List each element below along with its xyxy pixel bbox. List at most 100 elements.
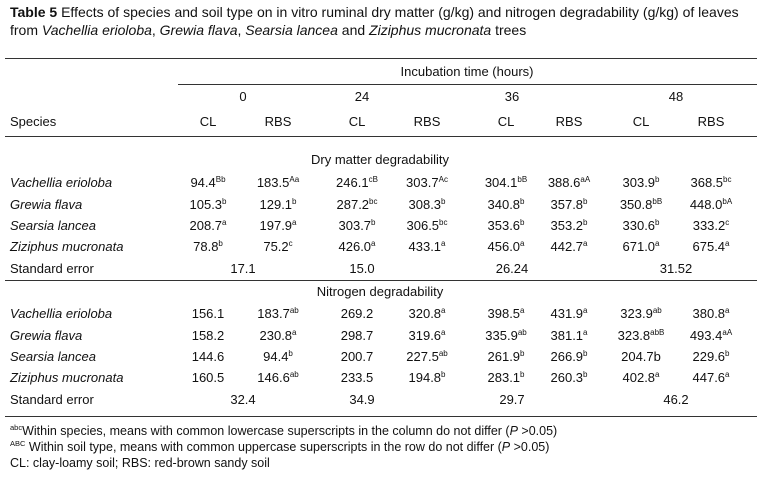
superscript: b	[725, 349, 730, 358]
superscript: bA	[722, 197, 733, 206]
superscript: b	[655, 218, 660, 227]
superscript: ab	[289, 306, 299, 315]
value-cell: 200.7	[340, 349, 374, 364]
value-cell: 380.8a	[692, 306, 730, 321]
value-cell: 353.2b	[550, 218, 588, 233]
superscript: a	[441, 239, 446, 248]
value-cell: 426.0a	[338, 239, 376, 254]
species-name: Grewia flava	[10, 197, 83, 212]
value-cell: 183.7ab	[257, 306, 299, 321]
value-cell: 194.8b	[408, 370, 446, 385]
superscript: bc	[723, 175, 732, 184]
superscript: b	[583, 197, 588, 206]
value-cell: 75.2c	[263, 239, 293, 254]
time-header: 36	[504, 89, 520, 104]
value-cell: 144.6	[191, 349, 225, 364]
value-cell: 94.4b	[263, 349, 293, 364]
top-rule	[5, 58, 757, 59]
value-cell: 303.7b	[338, 218, 376, 233]
value-cell: 261.9b	[487, 349, 525, 364]
soil-header: CL	[199, 114, 217, 129]
value-cell: 197.9a	[259, 218, 297, 233]
value-cell: 283.1b	[487, 370, 525, 385]
value-cell: 402.8a	[622, 370, 660, 385]
value-cell: 266.9b	[550, 349, 588, 364]
section-title: Dry matter degradability	[311, 152, 449, 167]
superscript: Bb	[215, 175, 226, 184]
value-cell: 433.1a	[408, 239, 446, 254]
superscript: cB	[368, 175, 378, 184]
value-cell: 350.8bB	[619, 197, 663, 212]
superscript: b	[288, 349, 293, 358]
value-cell: 105.3b	[189, 197, 227, 212]
table-caption: Table 5 Effects of species and soil type…	[10, 4, 739, 38]
value-cell: 388.6aA	[547, 175, 591, 190]
superscript: a	[520, 306, 525, 315]
se-label: Standard error	[10, 392, 94, 407]
se-value: 34.9	[349, 392, 375, 407]
superscript: a	[583, 239, 588, 248]
value-cell: 129.1b	[259, 197, 297, 212]
superscript: aA	[580, 175, 591, 184]
se-value: 26.24	[495, 261, 529, 276]
soil-header: RBS	[413, 114, 441, 129]
incubation-rule	[178, 84, 757, 85]
footnote-abbreviations: CL: clay-loamy soil; RBS: red-brown sand…	[10, 456, 270, 470]
footnote-uppercase: ABC Within soil type, means with common …	[10, 439, 550, 454]
value-cell: 448.0bA	[689, 197, 733, 212]
se-value: 29.7	[499, 392, 525, 407]
value-cell: 335.9ab	[485, 328, 527, 343]
soil-header: CL	[348, 114, 366, 129]
value-cell: 233.5	[340, 370, 374, 385]
section-rule	[5, 280, 757, 281]
value-cell: 447.6a	[692, 370, 730, 385]
superscript: ab	[438, 349, 448, 358]
incubation-header: Incubation time (hours)	[400, 64, 534, 79]
value-cell: 320.8a	[408, 306, 446, 321]
value-cell: 158.2	[191, 328, 225, 343]
superscript: ab	[652, 306, 662, 315]
value-cell: 306.5bc	[406, 218, 448, 233]
species-name: Searsia lancea	[10, 218, 96, 233]
superscript: b	[583, 218, 588, 227]
header-rule	[5, 136, 757, 137]
superscript: a	[222, 218, 227, 227]
species-name: Vachellia erioloba	[10, 175, 113, 190]
value-cell: 323.8abB	[617, 328, 665, 343]
value-cell: 160.5	[191, 370, 225, 385]
value-cell: 340.8b	[487, 197, 525, 212]
superscript: bc	[439, 218, 448, 227]
soil-header: RBS	[697, 114, 725, 129]
species-header: Species	[10, 114, 57, 129]
time-header: 24	[354, 89, 370, 104]
superscript: a	[725, 306, 730, 315]
superscript: b	[218, 239, 223, 248]
value-cell: 671.0a	[622, 239, 660, 254]
footnote-lowercase: abcWithin species, means with common low…	[10, 423, 558, 438]
superscript: b	[583, 349, 588, 358]
se-value: 46.2	[663, 392, 689, 407]
value-cell: 230.8a	[259, 328, 297, 343]
superscript: abB	[650, 328, 665, 337]
superscript: Ac	[438, 175, 448, 184]
value-cell: 208.7a	[189, 218, 227, 233]
value-cell: 431.9a	[550, 306, 588, 321]
se-label: Standard error	[10, 261, 94, 276]
species-name: Searsia lancea	[10, 349, 96, 364]
value-cell: 353.6b	[487, 218, 525, 233]
superscript: b	[292, 197, 297, 206]
superscript: a	[441, 306, 446, 315]
species-name: Grewia flava	[10, 328, 83, 343]
se-value: 15.0	[349, 261, 375, 276]
superscript: b	[441, 197, 446, 206]
value-cell: 260.3b	[550, 370, 588, 385]
species-name: Ziziphus mucronata	[10, 239, 124, 254]
superscript: b	[441, 370, 446, 379]
superscript: bB	[652, 197, 663, 206]
superscript: a	[441, 328, 446, 337]
se-value: 32.4	[230, 392, 256, 407]
superscript: a	[292, 328, 297, 337]
value-cell: 94.4Bb	[190, 175, 226, 190]
superscript: c	[725, 218, 730, 227]
value-cell: 298.7	[340, 328, 374, 343]
